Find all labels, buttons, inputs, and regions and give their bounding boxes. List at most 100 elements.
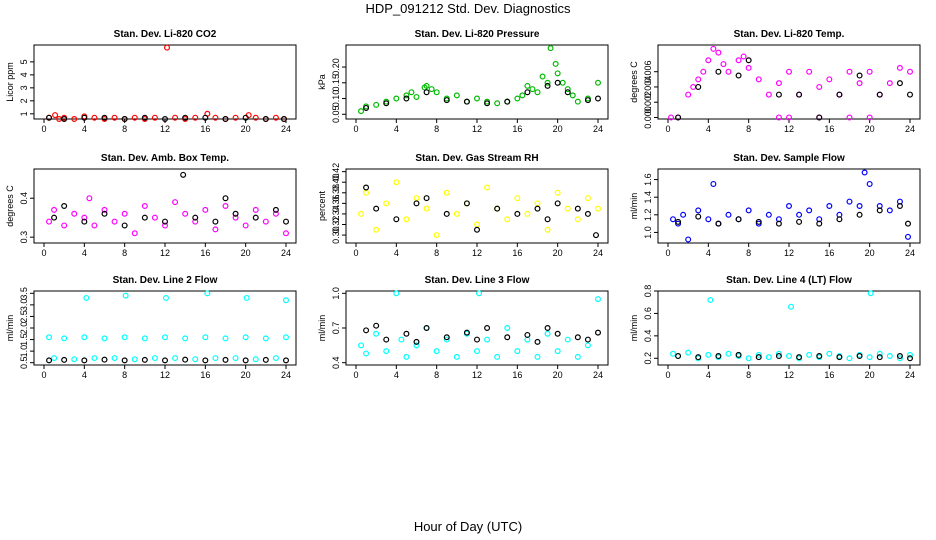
data-point: [443, 189, 450, 196]
x-tick-label: 16: [824, 370, 834, 380]
data-point: [715, 220, 722, 227]
data-point: [232, 210, 239, 217]
x-tick-label: 16: [824, 248, 834, 258]
data-point: [904, 220, 911, 227]
data-point: [242, 334, 249, 341]
data-point: [594, 79, 601, 86]
data-point: [121, 222, 128, 229]
data-point: [192, 214, 199, 221]
y-tick-label: 0.4: [331, 356, 341, 369]
data-point: [584, 97, 591, 104]
data-point: [775, 353, 782, 360]
data-point: [765, 91, 772, 98]
x-tick-label: 24: [905, 248, 915, 258]
data-point: [393, 290, 400, 297]
data-point: [745, 355, 752, 362]
data-point: [212, 226, 219, 233]
data-point: [725, 68, 732, 75]
data-point: [544, 79, 551, 86]
data-point: [428, 86, 435, 93]
x-tick-label: 0: [41, 248, 46, 258]
data-point: [443, 334, 450, 341]
data-point: [775, 114, 782, 121]
data-point: [363, 184, 370, 191]
data-point: [876, 207, 883, 214]
data-point: [755, 218, 762, 225]
y-tick-label: 3.0: [19, 299, 29, 312]
data-point: [715, 49, 722, 56]
data-point: [735, 72, 742, 79]
y-axis-label: percent: [317, 190, 327, 221]
y-tick-label: 0.38: [331, 184, 341, 202]
data-point: [252, 206, 259, 213]
data-point: [554, 348, 561, 355]
data-point: [111, 355, 118, 362]
data-point: [172, 114, 179, 121]
x-tick-label: 20: [241, 248, 251, 258]
data-point: [594, 329, 601, 336]
figure-title: HDP_091212 Std. Dev. Diagnostics: [366, 1, 571, 16]
y-tick-label: 0.32: [331, 216, 341, 234]
data-point: [544, 82, 551, 89]
data-point: [474, 348, 481, 355]
data-point: [212, 218, 219, 225]
x-tick-label: 16: [512, 370, 522, 380]
data-point: [81, 214, 88, 221]
x-tick-label: 20: [553, 124, 563, 134]
data-point: [413, 338, 420, 345]
x-tick-label: 16: [824, 124, 834, 134]
x-tick-label: 8: [122, 370, 127, 380]
data-point: [262, 218, 269, 225]
data-point: [453, 92, 460, 99]
data-point: [121, 357, 128, 364]
data-point: [51, 206, 58, 213]
data-point: [484, 325, 491, 332]
series-all: [46, 290, 290, 363]
data-point: [393, 216, 400, 223]
data-point: [544, 216, 551, 223]
data-point: [162, 115, 169, 122]
data-point: [867, 290, 874, 297]
data-point: [574, 353, 581, 360]
data-point: [534, 89, 541, 96]
y-tick-label: 3.5: [19, 287, 29, 300]
data-point: [514, 210, 521, 217]
data-point: [61, 335, 68, 342]
data-point: [584, 195, 591, 202]
data-point: [866, 354, 873, 361]
data-point: [280, 115, 287, 122]
data-point: [544, 325, 551, 332]
data-point: [896, 64, 903, 71]
data-point: [866, 114, 873, 121]
data-point: [796, 91, 803, 98]
data-point: [574, 205, 581, 212]
y-tick-label: 0.40: [331, 173, 341, 191]
data-point: [775, 220, 782, 227]
data-point: [755, 351, 762, 358]
data-point: [484, 336, 491, 343]
data-point: [846, 114, 853, 121]
data-point: [413, 93, 420, 100]
data-point: [866, 180, 873, 187]
x-tick-label: 12: [160, 124, 170, 134]
data-point: [680, 211, 687, 218]
data-point: [695, 83, 702, 90]
data-point: [705, 57, 712, 64]
y-tick-label: 0.05: [331, 106, 341, 124]
y-tick-label: 0.000: [643, 106, 653, 129]
x-tick-label: 24: [593, 124, 603, 134]
y-axis-label: ml/min: [5, 315, 15, 342]
data-point: [564, 205, 571, 212]
data-point: [383, 200, 390, 207]
data-point: [141, 335, 148, 342]
data-point: [86, 195, 93, 202]
x-tick-label: 8: [434, 124, 439, 134]
series-hourly: [675, 57, 913, 121]
data-point: [192, 114, 199, 121]
data-point: [192, 218, 199, 225]
x-tick-label: 8: [434, 370, 439, 380]
data-point: [552, 60, 559, 67]
data-point: [398, 336, 405, 343]
data-point: [141, 214, 148, 221]
data-point: [222, 195, 229, 202]
